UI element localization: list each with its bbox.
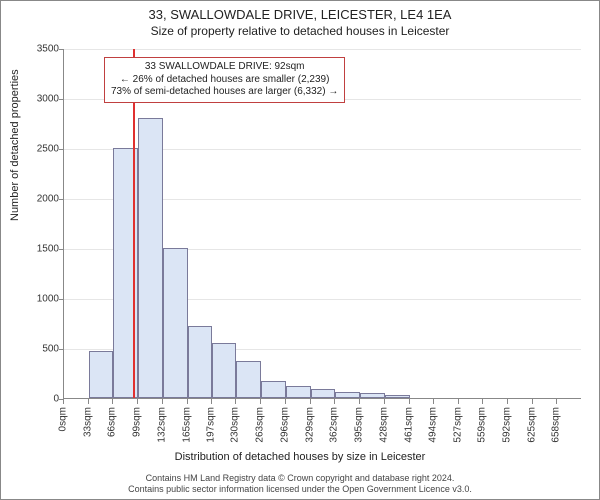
x-tick-mark xyxy=(112,399,113,404)
annotation-box: 33 SWALLOWDALE DRIVE: 92sqm← 26% of deta… xyxy=(104,57,345,103)
page-subtitle: Size of property relative to detached ho… xyxy=(1,24,599,38)
x-tick-label: 165sqm xyxy=(181,407,192,443)
x-tick-label: 99sqm xyxy=(132,407,143,437)
annotation-line2: ← 26% of detached houses are smaller (2,… xyxy=(111,74,338,87)
x-tick-mark xyxy=(310,399,311,404)
x-tick-mark xyxy=(359,399,360,404)
x-tick-label: 527sqm xyxy=(453,407,464,443)
y-axis: 0500100015002000250030003500 xyxy=(1,49,63,399)
page-title: 33, SWALLOWDALE DRIVE, LEICESTER, LE4 1E… xyxy=(1,7,599,22)
footer-line2: Contains public sector information licen… xyxy=(1,484,599,495)
x-tick-mark xyxy=(458,399,459,404)
y-tick-label: 3500 xyxy=(19,44,59,55)
x-tick-label: 296sqm xyxy=(279,407,290,443)
x-tick-label: 230sqm xyxy=(230,407,241,443)
x-tick-label: 362sqm xyxy=(329,407,340,443)
x-tick-label: 329sqm xyxy=(304,407,315,443)
x-tick-mark xyxy=(88,399,89,404)
x-tick-label: 33sqm xyxy=(82,407,93,437)
chart-container: 33, SWALLOWDALE DRIVE, LEICESTER, LE4 1E… xyxy=(0,0,600,500)
x-tick-label: 395sqm xyxy=(354,407,365,443)
histogram-bar xyxy=(385,395,410,398)
x-tick-mark xyxy=(187,399,188,404)
x-tick-mark xyxy=(260,399,261,404)
footer-line1: Contains HM Land Registry data © Crown c… xyxy=(1,473,599,484)
histogram-bar xyxy=(212,343,237,398)
x-tick-label: 592sqm xyxy=(501,407,512,443)
x-tick-label: 66sqm xyxy=(107,407,118,437)
x-tick-mark xyxy=(334,399,335,404)
x-tick-mark xyxy=(409,399,410,404)
histogram-bar xyxy=(236,361,261,398)
x-tick-mark xyxy=(162,399,163,404)
histogram-bar xyxy=(286,386,311,398)
plot-wrap: 33 SWALLOWDALE DRIVE: 92sqm← 26% of deta… xyxy=(63,49,581,399)
x-axis-label: Distribution of detached houses by size … xyxy=(1,451,599,463)
x-tick-mark xyxy=(137,399,138,404)
x-tick-label: 461sqm xyxy=(403,407,414,443)
x-tick-label: 658sqm xyxy=(551,407,562,443)
histogram-bar xyxy=(360,393,385,398)
x-tick-mark xyxy=(507,399,508,404)
grid-line xyxy=(64,49,581,50)
x-tick-label: 559sqm xyxy=(477,407,488,443)
annotation-line3: 73% of semi-detached houses are larger (… xyxy=(111,86,338,99)
y-tick-label: 0 xyxy=(19,394,59,405)
x-tick-mark xyxy=(211,399,212,404)
x-tick-label: 494sqm xyxy=(428,407,439,443)
footer-attribution: Contains HM Land Registry data © Crown c… xyxy=(1,473,599,495)
y-tick-label: 2500 xyxy=(19,144,59,155)
x-tick-label: 625sqm xyxy=(526,407,537,443)
histogram-bar xyxy=(311,389,336,398)
y-tick-label: 3000 xyxy=(19,94,59,105)
x-tick-label: 263sqm xyxy=(255,407,266,443)
histogram-bar xyxy=(261,381,286,398)
x-tick-label: 0sqm xyxy=(58,407,69,431)
x-tick-label: 132sqm xyxy=(156,407,167,443)
y-tick-label: 500 xyxy=(19,344,59,355)
histogram-bar xyxy=(188,326,213,398)
plot-area: 33 SWALLOWDALE DRIVE: 92sqm← 26% of deta… xyxy=(63,49,581,399)
y-tick-label: 1500 xyxy=(19,244,59,255)
x-axis: 0sqm33sqm66sqm99sqm132sqm165sqm197sqm230… xyxy=(63,399,581,459)
x-tick-mark xyxy=(63,399,64,404)
x-tick-mark xyxy=(235,399,236,404)
x-tick-mark xyxy=(384,399,385,404)
histogram-bar xyxy=(138,118,163,398)
x-tick-mark xyxy=(556,399,557,404)
x-tick-label: 428sqm xyxy=(378,407,389,443)
annotation-line1: 33 SWALLOWDALE DRIVE: 92sqm xyxy=(111,61,338,74)
histogram-bar xyxy=(335,392,360,398)
x-tick-mark xyxy=(532,399,533,404)
histogram-bar xyxy=(89,351,114,398)
y-tick-label: 1000 xyxy=(19,294,59,305)
histogram-bar xyxy=(163,248,188,398)
x-tick-label: 197sqm xyxy=(205,407,216,443)
x-tick-mark xyxy=(433,399,434,404)
x-tick-mark xyxy=(482,399,483,404)
y-tick-label: 2000 xyxy=(19,194,59,205)
x-tick-mark xyxy=(285,399,286,404)
